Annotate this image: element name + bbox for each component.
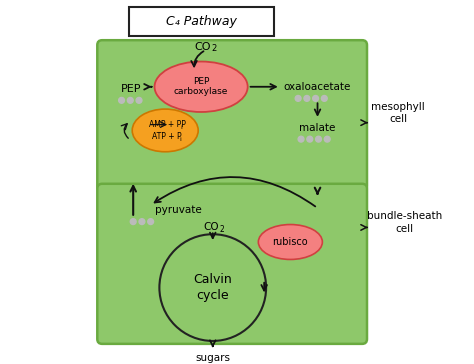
Text: C₄ Pathway: C₄ Pathway: [166, 15, 237, 28]
Text: oxaloacetate: oxaloacetate: [284, 82, 351, 92]
Text: CO: CO: [194, 42, 211, 52]
Circle shape: [298, 136, 304, 142]
Text: i: i: [180, 136, 182, 142]
Ellipse shape: [258, 225, 322, 260]
Text: rubisco: rubisco: [273, 237, 308, 247]
Text: AMP + PP: AMP + PP: [149, 120, 186, 129]
Text: pyruvate: pyruvate: [155, 205, 201, 215]
Circle shape: [136, 98, 142, 103]
Text: malate: malate: [300, 123, 336, 132]
FancyBboxPatch shape: [97, 184, 367, 344]
Circle shape: [118, 98, 125, 103]
Text: bundle-sheath
cell: bundle-sheath cell: [367, 211, 442, 234]
Circle shape: [304, 95, 310, 101]
Text: Calvin
cycle: Calvin cycle: [193, 273, 232, 302]
Circle shape: [316, 136, 321, 142]
Ellipse shape: [159, 234, 266, 341]
FancyBboxPatch shape: [97, 40, 367, 191]
Circle shape: [307, 136, 313, 142]
Circle shape: [130, 219, 136, 225]
Circle shape: [139, 219, 145, 225]
Text: i: i: [181, 125, 182, 130]
Text: CO: CO: [203, 222, 219, 233]
Circle shape: [313, 95, 319, 101]
Text: PEP: PEP: [121, 84, 142, 94]
Ellipse shape: [155, 62, 248, 112]
Circle shape: [321, 95, 327, 101]
Text: ATP + P: ATP + P: [152, 132, 182, 141]
Circle shape: [295, 95, 301, 101]
FancyBboxPatch shape: [129, 7, 274, 36]
Text: mesophyll
cell: mesophyll cell: [371, 102, 425, 124]
Circle shape: [324, 136, 330, 142]
Circle shape: [128, 98, 133, 103]
Text: 2: 2: [212, 44, 217, 54]
Text: 2: 2: [219, 225, 224, 234]
Circle shape: [148, 219, 154, 225]
Ellipse shape: [132, 109, 198, 152]
Text: PEP
carboxylase: PEP carboxylase: [174, 77, 228, 96]
Text: sugars: sugars: [195, 353, 230, 363]
